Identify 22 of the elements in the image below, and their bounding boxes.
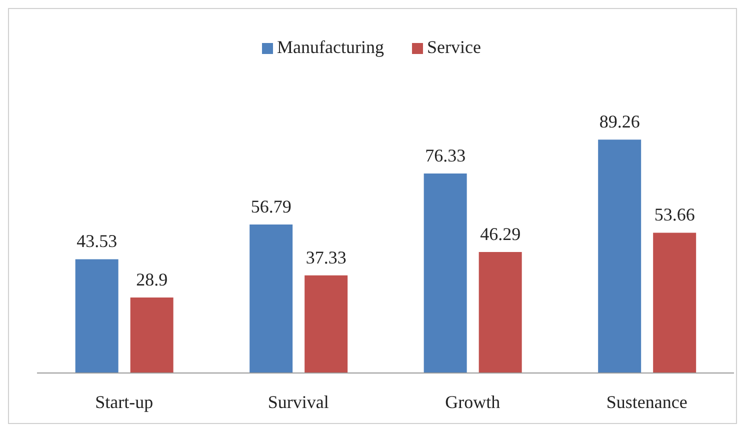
data-label: 76.33 — [425, 145, 466, 166]
x-tick-label: Start-up — [95, 392, 154, 412]
bar — [130, 297, 174, 373]
data-label: 56.79 — [250, 196, 292, 217]
data-label: 28.9 — [136, 269, 168, 290]
x-tick-label: Growth — [445, 392, 500, 412]
bar — [478, 252, 522, 373]
legend-label: Service — [426, 37, 481, 57]
bar — [598, 140, 642, 373]
data-label: 37.33 — [306, 247, 346, 268]
x-tick-label: Sustenance — [606, 392, 688, 412]
bar — [250, 224, 293, 373]
data-label: 89.26 — [599, 112, 640, 132]
x-tick-label: Survival — [268, 392, 329, 412]
bar — [424, 173, 467, 373]
bar — [75, 259, 118, 373]
data-label: 46.29 — [480, 224, 521, 244]
bar — [304, 275, 348, 373]
data-label: 43.53 — [76, 231, 118, 252]
data-label: 53.66 — [654, 204, 695, 225]
bar — [653, 232, 696, 373]
legend-label: Manufacturing — [277, 37, 384, 57]
